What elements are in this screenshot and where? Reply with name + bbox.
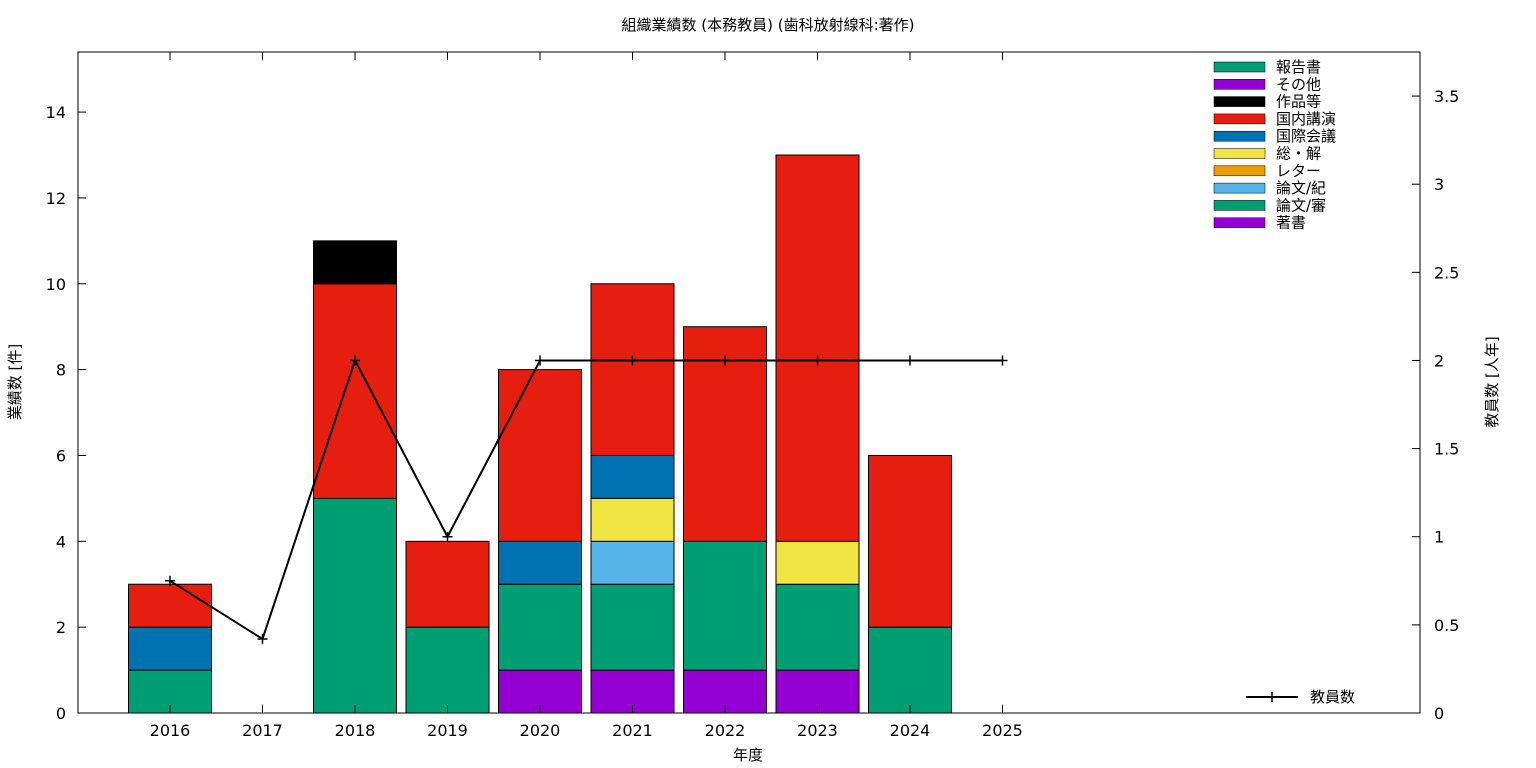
y2-axis-label: 教員数 [人年] [1483, 336, 1501, 427]
line-point [720, 355, 730, 366]
x-tick-label: 2016 [150, 721, 191, 740]
bar-segment [590, 540, 675, 585]
x-tick-label: 2020 [520, 721, 561, 740]
bar-segment [590, 497, 675, 542]
line-point [905, 355, 915, 366]
bar-segment [313, 240, 397, 285]
y-tick-label: 2 [56, 618, 66, 637]
y-tick-label: 6 [56, 446, 66, 465]
bars-layer [128, 154, 952, 714]
bar-segment [868, 454, 952, 628]
y-axis-label: 業績数 [件] [6, 344, 24, 420]
bar-segment [775, 583, 860, 671]
y2-tick-label: 3 [1434, 175, 1444, 194]
legend-swatch [1213, 217, 1266, 228]
legend-swatch [1213, 79, 1266, 90]
legend-label: レター [1276, 162, 1321, 180]
y-tick-label: 12 [46, 189, 66, 208]
chart-title: 組織業績数 (本務教員) (歯科放射線科:著作) [621, 16, 915, 34]
y2-tick-label: 2.5 [1434, 263, 1459, 282]
legend-swatch [1213, 165, 1266, 177]
legend-label: 作品等 [1276, 93, 1321, 111]
line-point [997, 355, 1008, 366]
bar-segment [405, 626, 490, 714]
line-point [165, 575, 175, 586]
legend-swatch [1213, 182, 1266, 194]
legend-label: 論文/審 [1276, 196, 1326, 214]
bar-segment [313, 497, 397, 714]
x-tick-label: 2019 [427, 721, 468, 740]
bar-segment [405, 540, 490, 628]
bar-segment [590, 454, 675, 499]
plot-frame [77, 51, 1421, 714]
line-point [627, 355, 638, 366]
bar-segment [498, 540, 582, 585]
y-tick-label: 14 [46, 103, 66, 122]
y2-tick-label: 1.5 [1434, 440, 1459, 459]
y-tick-label: 4 [56, 532, 66, 551]
legend-label: その他 [1276, 75, 1321, 93]
x-tick-label: 2023 [797, 721, 838, 740]
legend-swatch [1213, 113, 1266, 125]
x-axis-label: 年度 [733, 746, 763, 764]
axes-layer: 0 2 4 6 8 10 12 14 0 0.5 1 1.5 2 2.5 3 3.5 2016 2017 2018 2… [46, 51, 1459, 740]
bar-segment [868, 626, 952, 714]
y2-tick-label: 2 [1434, 351, 1444, 370]
line-point [442, 531, 453, 542]
legend-swatch [1213, 200, 1266, 211]
legend-swatch [1213, 61, 1266, 73]
line-point [812, 355, 823, 366]
y2-tick-label: 0 [1434, 704, 1444, 723]
bar-segment [313, 283, 397, 499]
x-tick-label: 2021 [612, 721, 653, 740]
legend-label: 国内講演 [1276, 110, 1336, 128]
y2-tick-label: 0.5 [1434, 616, 1459, 635]
legend-label: 報告書 [1276, 58, 1321, 76]
x-tick-label: 2017 [242, 721, 283, 740]
line-point [257, 633, 268, 644]
x-tick-label: 2018 [335, 721, 376, 740]
bar-segment [590, 583, 675, 671]
legend-label: 著書 [1276, 214, 1306, 232]
y2-tick-label: 3.5 [1434, 87, 1459, 106]
bar-segment [590, 283, 675, 456]
legend-label: 国際会議 [1276, 127, 1336, 145]
x-tick-label: 2022 [705, 721, 746, 740]
legend-swatch [1213, 130, 1266, 142]
y-tick-label: 8 [56, 361, 66, 380]
y2-tick-label: 1 [1434, 528, 1444, 547]
teacher-count-line [169, 357, 1003, 641]
line-point [350, 355, 360, 366]
bar-segment [128, 626, 212, 671]
bar-segment [498, 583, 582, 671]
teacher-count-line-layer [165, 355, 1008, 644]
legend-swatch [1213, 148, 1266, 159]
bar-segment [683, 540, 767, 671]
legend-swatch [1213, 96, 1266, 107]
x-tick-label: 2024 [890, 721, 931, 740]
y-tick-label: 0 [56, 704, 66, 723]
legend-label: 総・解 [1276, 145, 1321, 163]
bar-segment [775, 540, 860, 585]
bar-segment [498, 369, 582, 542]
legend-line-label: 教員数 [1310, 688, 1355, 706]
y-tick-label: 10 [46, 275, 66, 294]
bar-segment [128, 583, 212, 628]
legend-label: 論文/紀 [1276, 179, 1326, 197]
x-tick-label: 2025 [982, 721, 1023, 740]
bar-segment [775, 154, 860, 542]
line-point [535, 355, 545, 366]
